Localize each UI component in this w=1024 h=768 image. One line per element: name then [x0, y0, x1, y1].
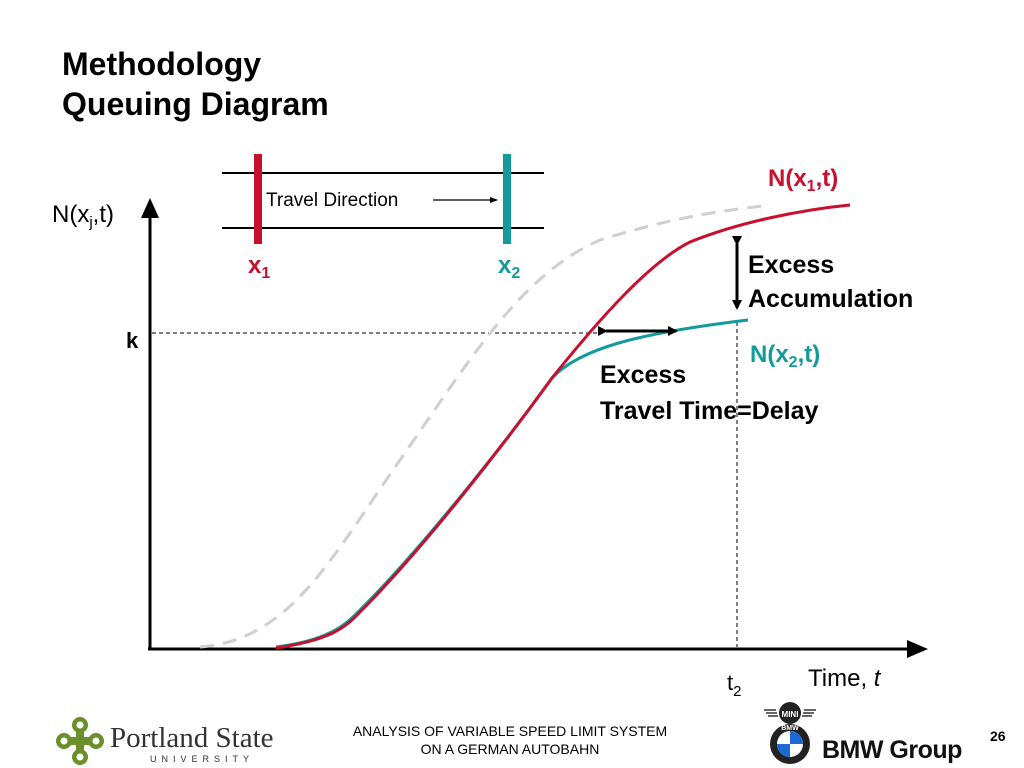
footer-line-2: ON A GERMAN AUTOBAHN — [420, 741, 600, 757]
bmw-group-text: BMW Group — [822, 736, 962, 764]
t2-label: t2 — [727, 670, 741, 700]
road-inset: Travel Direction x1 x2 — [222, 154, 544, 282]
footer-line-1: ANALYSIS OF VARIABLE SPEED LIMIT SYSTEM — [352, 723, 668, 739]
svg-text:BMW: BMW — [781, 725, 799, 732]
portland-state-logo: Portland State UNIVERSITY — [54, 716, 294, 766]
bmw-group-logo: MINI BMW BMW Group — [760, 698, 980, 768]
psu-name: Portland State — [110, 722, 274, 754]
psu-emblem-icon — [56, 717, 104, 765]
x-axis-label: Time, t — [808, 665, 882, 692]
x-axis-arrowhead — [907, 640, 928, 658]
travel-direction-label: Travel Direction — [266, 190, 398, 211]
n-x1-label: N(x1,t) — [768, 165, 838, 195]
k-label: k — [126, 328, 139, 353]
reference-dashed-curve — [199, 203, 771, 649]
detector-x2-bar — [503, 154, 511, 244]
n-x1-curve — [275, 203, 851, 650]
queuing-diagram: Travel Direction x1 x2 N(xj,t) k N(x1,t)… — [52, 154, 928, 700]
y-axis-label: N(xj,t) — [52, 201, 114, 231]
detector-x1-bar — [254, 154, 262, 244]
psu-university: UNIVERSITY — [150, 754, 255, 764]
x2-label: x2 — [498, 252, 520, 282]
svg-text:MINI: MINI — [782, 710, 799, 719]
bmw-mini-emblem-icon: MINI BMW — [764, 702, 816, 764]
y-axis-arrowhead — [141, 198, 159, 218]
footer-text: ANALYSIS OF VARIABLE SPEED LIMIT SYSTEM … — [300, 722, 720, 758]
title-line-1: Methodology — [62, 46, 262, 82]
n-x2-label: N(x2,t) — [750, 341, 820, 371]
excess-delay-label: Excess Travel Time=Delay — [600, 361, 819, 425]
excess-accumulation-label: Excess Accumulation — [748, 251, 913, 313]
page-number: 26 — [990, 728, 1006, 744]
x1-label: x1 — [248, 252, 270, 282]
slide-title: Methodology Queuing Diagram — [62, 44, 329, 124]
title-line-2: Queuing Diagram — [62, 86, 329, 122]
